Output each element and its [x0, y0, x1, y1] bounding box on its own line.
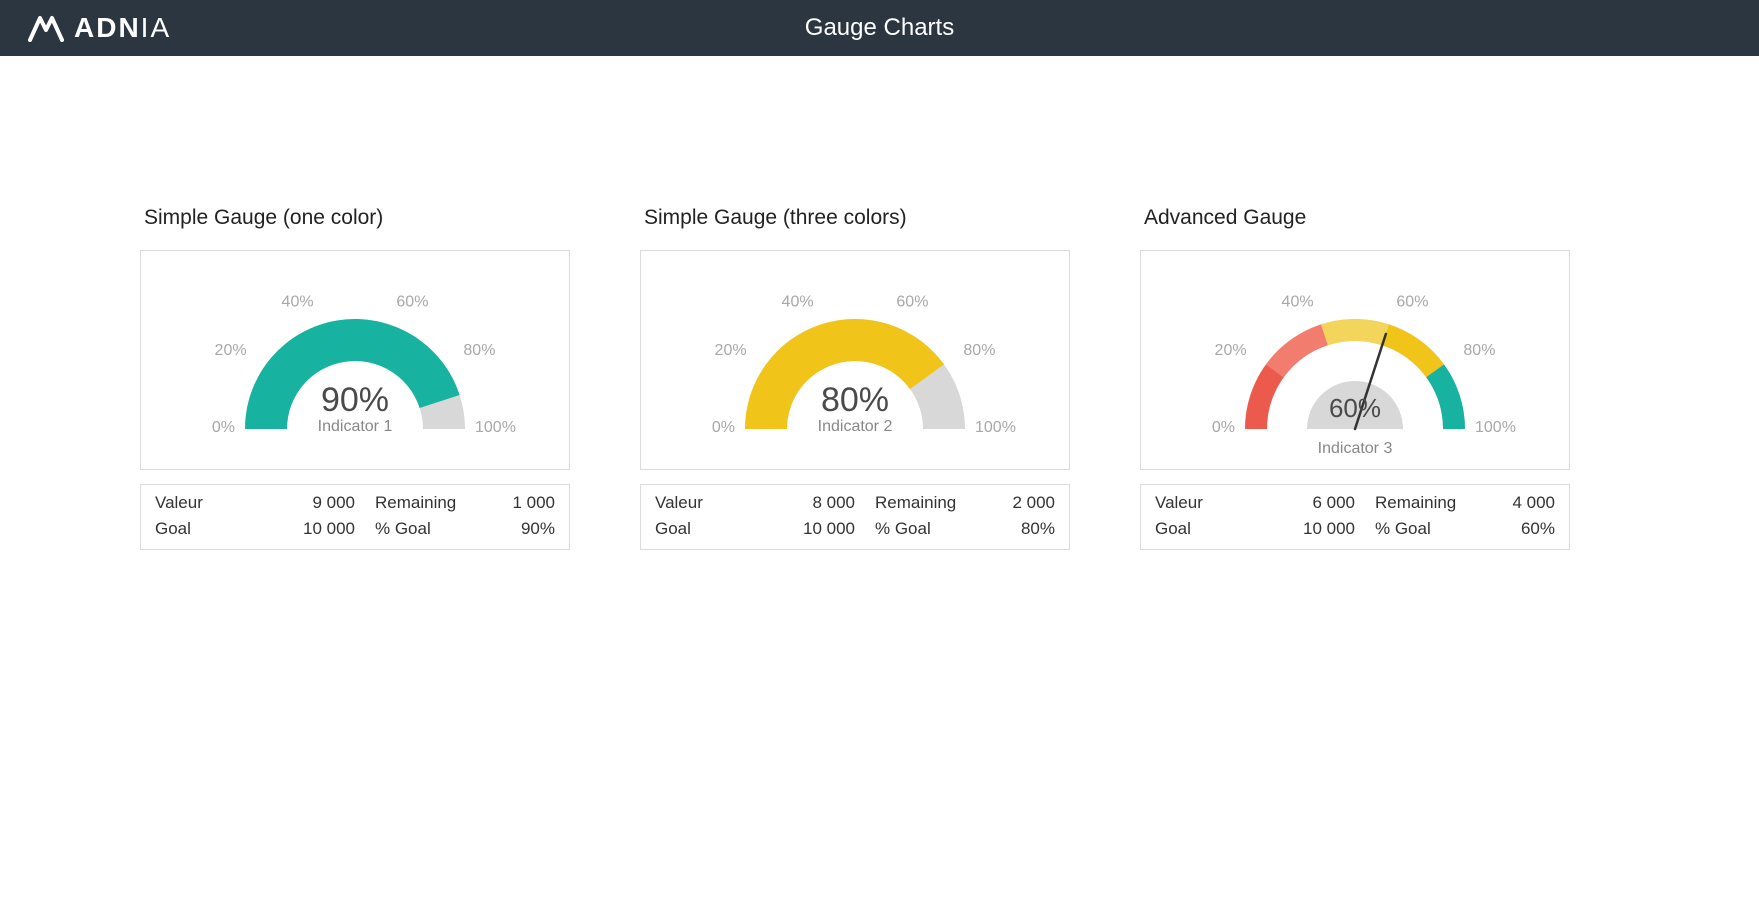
gauge-chart-2: 0%20%40%60%80%100%80%Indicator 2 — [640, 250, 1070, 470]
gauge-tick-label: 40% — [282, 294, 314, 311]
gauge-svg: 0%20%40%60%80%100%80%Indicator 2 — [655, 259, 1055, 459]
top-bar: ADNIA Gauge Charts — [0, 0, 1759, 56]
gauge-svg: 0% 20% 40% 60% 80% 100% 60% Indicator 3 — [1155, 259, 1555, 459]
gauge-indicator-label: Indicator 2 — [818, 418, 893, 435]
panel-simple-three-colors: Simple Gauge (three colors) 0% 20% 40% 60% 8… — [640, 206, 1070, 550]
gauge-tick-label: 40% — [782, 294, 814, 311]
value-pct-goal: 60% — [1465, 519, 1555, 539]
gauge-value: 80% — [821, 381, 889, 419]
gauge-data-1: Valeur 9 000 Remaining 1 000 Goal 10 000… — [140, 484, 570, 550]
label-goal: Goal — [655, 519, 745, 539]
gauge-tick-label: 0% — [712, 419, 735, 436]
gauge-segment — [1321, 319, 1389, 345]
value-valeur: 8 000 — [745, 493, 855, 513]
label-pct-goal: % Goal — [855, 519, 965, 539]
gauge-tick-label: 100% — [975, 419, 1016, 436]
content-area: Simple Gauge (one color) 0% 20% 40% 60% 80% 1… — [0, 56, 1759, 590]
label-valeur: Valeur — [1155, 493, 1245, 513]
gauge-tick-label: 80% — [1463, 342, 1495, 359]
gauge-data-3: Valeur 6 000 Remaining 4 000 Goal 10 000… — [1140, 484, 1570, 550]
gauge-indicator-label: Indicator 3 — [1318, 440, 1393, 457]
gauge-svg: 0% 20% 40% 60% 80% 100% 90%Indicator 1 — [155, 259, 555, 459]
value-pct-goal: 90% — [465, 519, 555, 539]
label-goal: Goal — [1155, 519, 1245, 539]
value-goal: 10 000 — [245, 519, 355, 539]
logo-icon — [28, 14, 64, 42]
gauge-chart-3: 0% 20% 40% 60% 80% 100% 60% Indicator 3 — [1140, 250, 1570, 470]
gauge-tick-label: 20% — [715, 342, 747, 359]
brand-bold: ADN — [74, 12, 141, 43]
value-remaining: 2 000 — [965, 493, 1055, 513]
gauge-tick-label: 0% — [212, 419, 235, 436]
gauge-segment — [1382, 324, 1444, 377]
value-valeur: 9 000 — [245, 493, 355, 513]
gauge-tick-label: 80% — [963, 342, 995, 359]
gauge-segment — [1266, 324, 1328, 377]
gauge-value: 60% — [1329, 393, 1381, 423]
gauge-segment — [1245, 364, 1284, 429]
panel-title: Simple Gauge (one color) — [140, 206, 570, 230]
gauge-tick-label: 100% — [1475, 419, 1516, 436]
gauge-value: 90% — [321, 381, 389, 419]
value-valeur: 6 000 — [1245, 493, 1355, 513]
panel-title: Advanced Gauge — [1140, 206, 1570, 230]
gauge-segment — [1426, 364, 1465, 429]
gauge-tick-label: 60% — [396, 294, 428, 311]
brand-text: ADNIA — [74, 12, 171, 44]
label-valeur: Valeur — [655, 493, 745, 513]
brand-light: IA — [141, 12, 171, 43]
gauge-tick-label: 60% — [896, 294, 928, 311]
gauge-chart-1: 0% 20% 40% 60% 80% 100% 90%Indicator 1 — [140, 250, 570, 470]
gauge-tick-label: 40% — [1282, 294, 1314, 311]
label-remaining: Remaining — [855, 493, 965, 513]
gauge-indicator-label: Indicator 1 — [318, 418, 393, 435]
gauge-tick-label: 20% — [1215, 342, 1247, 359]
gauge-tick-label: 0% — [1212, 419, 1235, 436]
value-goal: 10 000 — [1245, 519, 1355, 539]
gauge-data-2: Valeur 8 000 Remaining 2 000 Goal 10 000… — [640, 484, 1070, 550]
gauge-tick-label: 60% — [1396, 294, 1428, 311]
brand-logo: ADNIA — [28, 12, 171, 44]
value-pct-goal: 80% — [965, 519, 1055, 539]
label-pct-goal: % Goal — [1355, 519, 1465, 539]
label-goal: Goal — [155, 519, 245, 539]
value-goal: 10 000 — [745, 519, 855, 539]
panel-advanced: Advanced Gauge 0% 20% 40% 60% 80% 100% 60% Indi… — [1140, 206, 1570, 550]
gauge-tick-label: 20% — [215, 342, 247, 359]
label-remaining: Remaining — [1355, 493, 1465, 513]
panel-title: Simple Gauge (three colors) — [640, 206, 1070, 230]
value-remaining: 1 000 — [465, 493, 555, 513]
panel-simple-one-color: Simple Gauge (one color) 0% 20% 40% 60% 80% 1… — [140, 206, 570, 550]
value-remaining: 4 000 — [1465, 493, 1555, 513]
gauge-tick-label: 80% — [463, 342, 495, 359]
label-pct-goal: % Goal — [355, 519, 465, 539]
gauge-tick-label: 100% — [475, 419, 516, 436]
page-title: Gauge Charts — [805, 14, 954, 42]
label-valeur: Valeur — [155, 493, 245, 513]
label-remaining: Remaining — [355, 493, 465, 513]
